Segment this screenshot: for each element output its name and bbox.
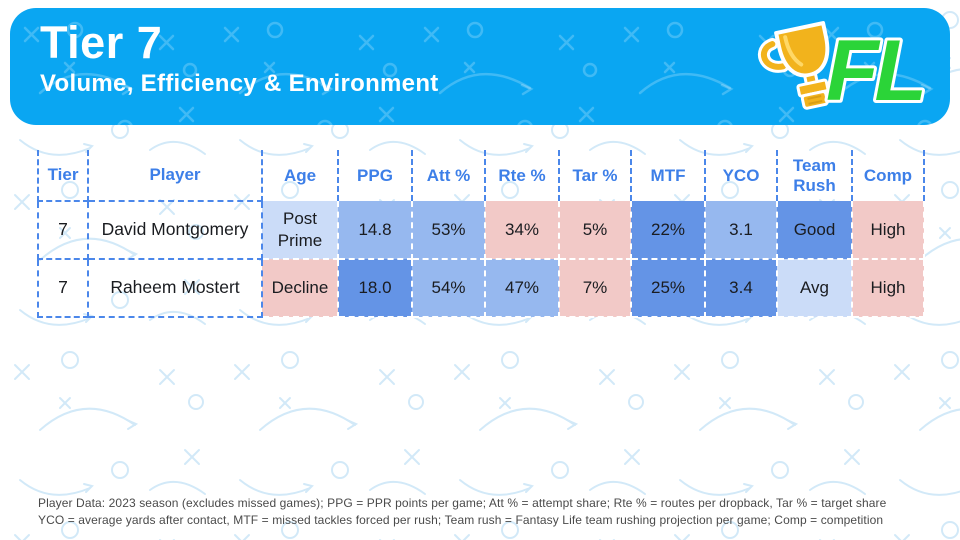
age-cell: Post Prime (262, 201, 339, 260)
att-cell: 53% (412, 201, 486, 260)
yco-cell: 3.4 (705, 259, 778, 318)
page-title: Tier 7 (40, 17, 163, 68)
legend-line-1: Player Data: 2023 season (excludes misse… (38, 496, 887, 510)
column-header-tar: Tar % (558, 150, 632, 201)
column-header-age: Age (261, 150, 339, 201)
table-row: 7 Raheem Mostert Decline 18.0 54% 47% 7% 25% 3.4… (37, 258, 925, 318)
legend: Player Data: 2023 season (excludes misse… (38, 495, 930, 529)
player-name-cell: Raheem Mostert (87, 258, 263, 318)
column-header-mtf: MTF (630, 150, 706, 201)
tar-cell: 7% (559, 259, 632, 318)
column-header-yco: YCO (704, 150, 778, 201)
title-block: Tier 7 Volume, Efficiency & Environment (40, 18, 439, 98)
mtf-cell: 25% (631, 259, 706, 318)
mtf-cell: 22% (631, 201, 706, 260)
fantasy-life-logo: FL (758, 20, 930, 118)
team-rush-cell: Avg (777, 259, 853, 318)
ppg-cell: 14.8 (338, 201, 413, 260)
tar-cell: 5% (559, 201, 632, 260)
column-header-tier: Tier (37, 150, 89, 202)
tier-table: Tier Player Age PPG Att % Rte % Tar % MTF YCO Tea… (37, 150, 925, 318)
rte-cell: 47% (485, 259, 560, 318)
table-row: 7 David Montgomery Post Prime 14.8 53% 34% 5% 2… (37, 200, 925, 260)
column-header-ppg: PPG (337, 150, 413, 201)
tier-table-wrap: Tier Player Age PPG Att % Rte % Tar % MTF YCO Tea… (37, 150, 925, 318)
table-header: Tier Player Age PPG Att % Rte % Tar % MTF YCO Tea… (37, 150, 925, 202)
table-header-row: Tier Player Age PPG Att % Rte % Tar % MTF YCO Tea… (37, 150, 925, 202)
comp-cell: High (852, 201, 925, 260)
team-rush-cell: Good (777, 201, 853, 260)
rte-cell: 34% (485, 201, 560, 260)
column-header-team-rush: Team Rush (776, 150, 853, 201)
comp-cell: High (852, 259, 925, 318)
page-subtitle: Volume, Efficiency & Environment (40, 69, 439, 97)
header-banner: Tier 7 Volume, Efficiency & Environment … (10, 8, 950, 125)
ppg-cell: 18.0 (338, 259, 413, 318)
column-header-att: Att % (411, 150, 486, 201)
player-name-cell: David Montgomery (87, 200, 263, 260)
column-header-comp: Comp (851, 150, 925, 201)
column-header-player: Player (87, 150, 263, 202)
tier-cell: 7 (37, 258, 89, 318)
logo-text: FL (826, 23, 923, 118)
tier-cell: 7 (37, 200, 89, 260)
trophy-icon (758, 21, 830, 110)
table-body: 7 David Montgomery Post Prime 14.8 53% 34% 5% 2… (37, 200, 925, 318)
att-cell: 54% (412, 259, 486, 318)
age-cell: Decline (262, 259, 339, 318)
legend-line-2: YCO = average yards after contact, MTF =… (38, 513, 884, 527)
column-header-rte: Rte % (484, 150, 560, 201)
yco-cell: 3.1 (705, 201, 778, 260)
